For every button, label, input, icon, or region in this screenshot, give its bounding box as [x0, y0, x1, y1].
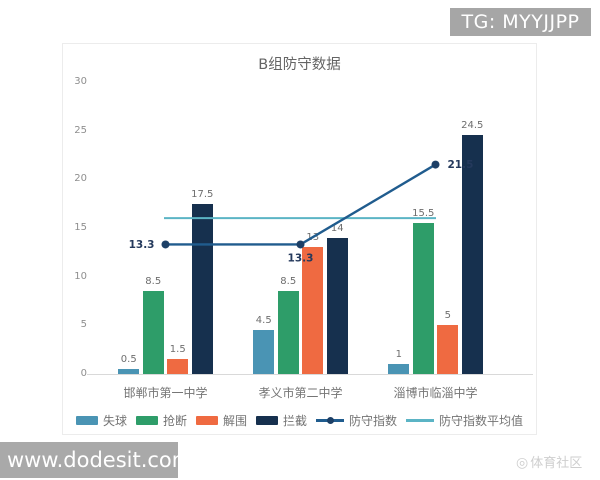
bar-value-label: 8.5	[280, 276, 297, 288]
bar	[461, 135, 483, 374]
bar	[412, 223, 434, 374]
community-watermark: ◎ 体育社区	[516, 452, 582, 471]
legend-label: 防守指数	[349, 414, 398, 428]
legend-swatch	[195, 416, 218, 425]
legend-item: 拦截	[256, 412, 307, 429]
legend-label: 抢断	[162, 414, 187, 428]
legend-swatch	[256, 416, 278, 425]
y-axis-tick-label: 30	[74, 75, 87, 87]
bar	[253, 330, 275, 374]
bar-value-label: 14	[330, 222, 344, 234]
chart-title: B组防守数据	[258, 57, 341, 73]
bar	[118, 369, 140, 374]
bar	[388, 364, 410, 374]
bar	[302, 247, 324, 374]
bar	[167, 359, 189, 374]
legend-label: 失球	[102, 414, 127, 428]
legend-label: 拦截	[283, 414, 308, 428]
legend-swatch	[135, 416, 158, 425]
bar-value-label: 0.5	[120, 354, 137, 366]
legend-label: 解围	[222, 414, 247, 428]
bar-value-label: 24.5	[461, 120, 484, 132]
chart-panel: B组防守数据 0 5 10 15 20 25 30 邯郸市第一中学 孝义市第二中学 淄博市临淄中学…	[62, 43, 582, 471]
bar-value-label: 5	[444, 310, 451, 322]
x-axis-category-label: 邯郸市第一中学	[123, 386, 208, 400]
y-axis-tick-label: 15	[74, 221, 87, 233]
legend-item: 防守指数	[316, 412, 397, 429]
y-axis-tick-label: 0	[80, 368, 87, 379]
line-point-marker	[161, 240, 170, 249]
legend-line-with-marker	[316, 416, 345, 424]
chart-legend: 失球 抢断 解围 拦截 防守指数 防守指数平均值	[63, 412, 536, 429]
bar	[437, 325, 459, 374]
bar-value-label: 4.5	[255, 315, 272, 327]
bar	[326, 237, 348, 374]
y-axis-tick-label: 5	[80, 319, 87, 331]
site-watermark-badge: www.dodesit.com	[0, 442, 192, 478]
tg-watermark-badge: TG: MYYJJPP	[450, 8, 591, 36]
bar-value-label: 15.5	[412, 208, 435, 220]
line-point-marker	[431, 160, 440, 169]
bar-value-label: 17.5	[191, 188, 214, 200]
legend-item: 失球	[75, 412, 127, 429]
legend-item: 解围	[195, 412, 247, 429]
legend-line-marker-dot	[326, 416, 334, 424]
y-axis-tick-label: 20	[74, 173, 87, 185]
x-axis-line	[87, 374, 533, 375]
x-axis-category-label: 淄博市临淄中学	[393, 386, 478, 400]
bar	[142, 291, 164, 374]
legend-line	[406, 419, 435, 422]
x-axis-category-label: 孝义市第二中学	[258, 386, 343, 400]
legend-item: 防守指数平均值	[406, 412, 523, 429]
community-logo-icon: ◎	[516, 455, 529, 471]
bar-value-label: 1.5	[169, 344, 186, 356]
bar	[277, 291, 299, 374]
legend-label: 防守指数平均值	[439, 414, 524, 428]
bar-value-label: 1	[395, 349, 402, 361]
bar	[191, 203, 213, 374]
y-axis-tick-label: 10	[74, 270, 87, 282]
line-point-label: 13.3	[129, 239, 155, 251]
legend-item: 抢断	[135, 412, 187, 429]
legend-swatch	[75, 416, 98, 425]
community-watermark-text: 体育社区	[530, 456, 583, 471]
y-axis-tick-label: 25	[74, 124, 87, 136]
bar-value-label: 8.5	[145, 276, 162, 288]
